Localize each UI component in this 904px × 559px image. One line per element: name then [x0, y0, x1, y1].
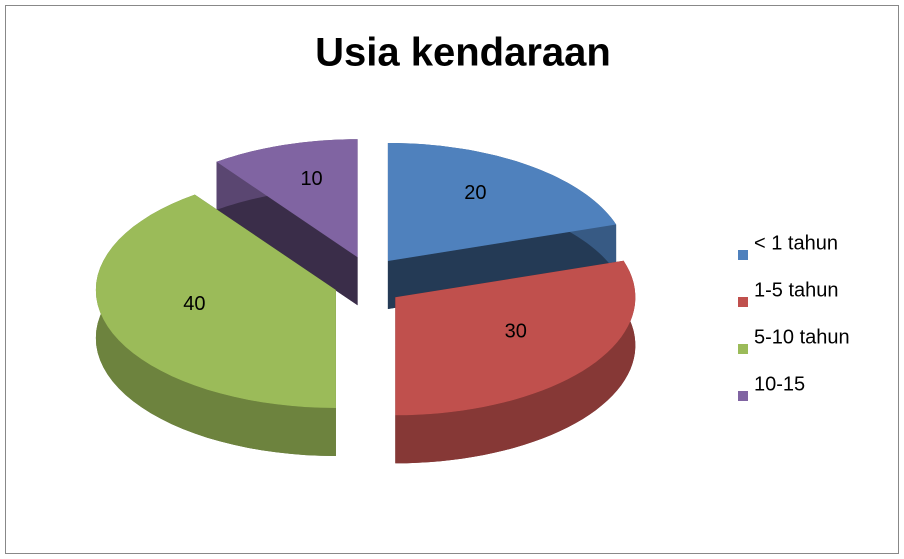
chart-title: Usia kendaraan [315, 31, 611, 75]
legend-label: 1-5 tahun [754, 279, 839, 301]
pie-slice [395, 260, 636, 464]
legend-label: < 1 tahun [754, 232, 838, 254]
pie-slice [387, 143, 617, 309]
slice [216, 139, 358, 258]
data-label: 40 [183, 293, 205, 315]
slice [395, 260, 636, 416]
legend-label: 5-10 tahun [754, 326, 850, 348]
pie-slice [216, 139, 358, 306]
legend-swatch [738, 391, 748, 401]
slice-side [395, 260, 636, 464]
slice [387, 143, 617, 261]
data-label: 30 [505, 321, 527, 343]
legend-swatch [738, 344, 748, 354]
slice [95, 194, 336, 408]
data-label: 20 [464, 182, 486, 204]
pie-slice [95, 194, 336, 456]
legend-swatch [738, 297, 748, 307]
data-label: 10 [300, 168, 322, 190]
slice-wall [387, 224, 617, 309]
legend-label: 10-15 [754, 373, 805, 395]
legend-swatch [738, 250, 748, 260]
